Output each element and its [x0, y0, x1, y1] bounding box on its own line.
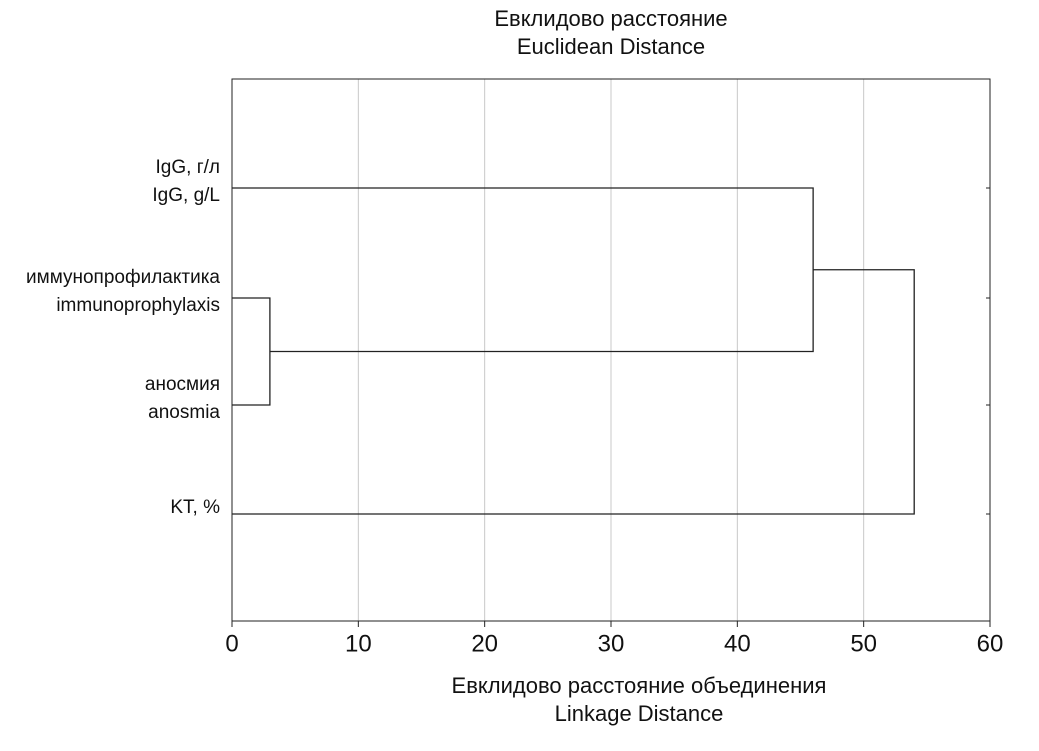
x-tick-label: 30	[598, 630, 625, 657]
dendrogram-link	[232, 187, 814, 353]
leaf-label: anosmia	[148, 402, 220, 423]
leaf-label: immunoprophylaxis	[56, 295, 220, 316]
x-tick-label: 40	[724, 630, 751, 657]
x-tick-label: 50	[850, 630, 877, 657]
chart-title: Евклидово расстояние	[494, 6, 727, 31]
leaf-label: KT, %	[170, 497, 220, 518]
x-tick-label: 10	[345, 630, 372, 657]
leaf-label: IgG, g/L	[152, 185, 220, 206]
x-axis-label: Linkage Distance	[555, 701, 724, 726]
x-axis-label: Евклидово расстояние объединения	[452, 673, 827, 698]
x-tick-label: 20	[471, 630, 498, 657]
leaf-label: аносмия	[145, 374, 220, 395]
x-tick-label: 60	[977, 630, 1004, 657]
x-tick-label: 0	[225, 630, 238, 657]
chart-title: Euclidean Distance	[517, 34, 705, 59]
dendrogram-link	[232, 269, 915, 515]
plot-frame	[231, 78, 991, 622]
leaf-label: IgG, г/л	[156, 157, 220, 178]
leaf-label: иммунопрофилактика	[26, 267, 220, 288]
